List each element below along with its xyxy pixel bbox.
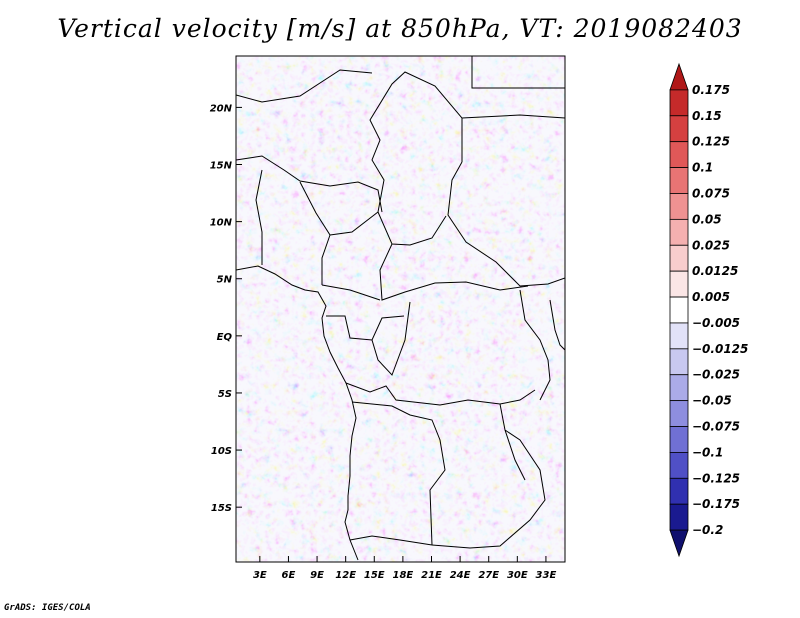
y-axis: 20N 15N 10N 5N EQ 5S 10S 15S bbox=[210, 103, 242, 514]
x-tick-label: 3E bbox=[253, 570, 267, 581]
colorbar-level-label: 0.1 bbox=[692, 161, 713, 175]
vertical-velocity-field bbox=[236, 56, 565, 562]
colorbar-swatch bbox=[669, 426, 689, 453]
colorbar-swatch bbox=[669, 348, 689, 376]
colorbar-swatch bbox=[669, 244, 689, 272]
colorbar-swatch bbox=[669, 89, 689, 117]
colorbar-swatch bbox=[669, 374, 689, 402]
colorbar-swatch bbox=[669, 115, 689, 143]
x-tick-label: 9E bbox=[310, 570, 324, 581]
colorbar-level-label: 0.15 bbox=[692, 109, 722, 123]
colorbar-level-label: −0.005 bbox=[692, 316, 740, 330]
country-boundaries bbox=[236, 56, 565, 561]
colorbar-level-label: −0.075 bbox=[692, 420, 740, 434]
y-tick-label: 5S bbox=[218, 389, 232, 400]
y-tick-label: 15S bbox=[211, 503, 232, 514]
y-tick-label: 10N bbox=[210, 218, 233, 229]
y-tick-label: 15N bbox=[210, 161, 233, 172]
colorbar-swatch bbox=[669, 529, 689, 558]
colorbar-swatch bbox=[669, 322, 689, 350]
y-tick-label: 20N bbox=[210, 103, 233, 114]
colorbar-swatch bbox=[669, 296, 689, 324]
x-axis: 3E 6E 9E 12E 15E 18E 21E 24E 27E 30E 33E bbox=[253, 556, 557, 581]
x-tick-label: 27E bbox=[478, 570, 499, 581]
colorbar-level-label: −0.0125 bbox=[692, 342, 748, 356]
colorbar-level-label: 0.025 bbox=[692, 238, 730, 252]
colorbar-swatch bbox=[669, 141, 689, 168]
colorbar-level-label: 0.125 bbox=[692, 135, 730, 149]
x-tick-label: 12E bbox=[335, 570, 356, 581]
colorbar-swatch bbox=[669, 400, 689, 427]
x-tick-label: 6E bbox=[282, 570, 296, 581]
y-tick-label: 10S bbox=[211, 446, 232, 457]
colorbar-level-label: 0.005 bbox=[692, 290, 730, 304]
colorbar-level-label: 0.175 bbox=[692, 83, 730, 97]
x-tick-label: 33E bbox=[536, 570, 557, 581]
x-tick-label: 30E bbox=[507, 570, 528, 581]
map-frame bbox=[235, 55, 566, 563]
colorbar-level-label: −0.05 bbox=[692, 394, 732, 408]
colorbar: 0.175 0.15 0.125 0.1 0.075 0.05 0.025 0.0125 0.0… bbox=[669, 62, 748, 558]
colorbar-level-label: −0.1 bbox=[692, 445, 723, 459]
colorbar-swatch bbox=[669, 452, 689, 479]
colorbar-swatch bbox=[669, 218, 689, 246]
x-tick-label: 15E bbox=[364, 570, 385, 581]
colorbar-level-label: 0.05 bbox=[692, 212, 722, 226]
colorbar-level-label: −0.025 bbox=[692, 368, 740, 382]
y-tick-label: 5N bbox=[217, 275, 233, 286]
colorbar-swatch bbox=[669, 477, 689, 505]
x-tick-label: 21E bbox=[421, 570, 442, 581]
colorbar-level-label: 0.075 bbox=[692, 186, 730, 200]
colorbar-level-label: 0.0125 bbox=[692, 264, 738, 278]
colorbar-level-label: −0.125 bbox=[692, 471, 740, 485]
colorbar-swatch bbox=[669, 62, 689, 91]
colorbar-level-label: −0.175 bbox=[692, 497, 740, 511]
colorbar-swatch bbox=[669, 167, 689, 194]
grads-credit: GrADS: IGES/COLA bbox=[4, 603, 91, 613]
colorbar-swatch bbox=[669, 270, 689, 298]
y-tick-label: EQ bbox=[217, 332, 233, 343]
chart-title: Vertical velocity [m/s] at 850hPa, VT: 2… bbox=[57, 14, 743, 43]
colorbar-swatch bbox=[669, 503, 689, 531]
x-tick-label: 24E bbox=[450, 570, 471, 581]
x-tick-label: 18E bbox=[393, 570, 414, 581]
colorbar-level-label: −0.2 bbox=[692, 523, 723, 537]
colorbar-swatch bbox=[669, 193, 689, 220]
